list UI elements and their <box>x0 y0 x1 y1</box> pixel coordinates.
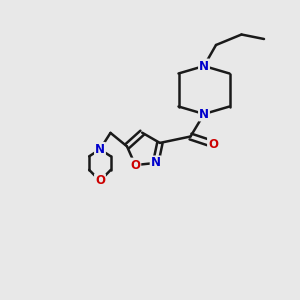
Text: O: O <box>95 174 105 188</box>
Text: O: O <box>208 137 218 151</box>
Text: N: N <box>199 107 209 121</box>
Text: O: O <box>130 159 140 172</box>
Text: N: N <box>199 59 209 73</box>
Text: N: N <box>151 156 160 170</box>
Text: N: N <box>95 143 105 156</box>
